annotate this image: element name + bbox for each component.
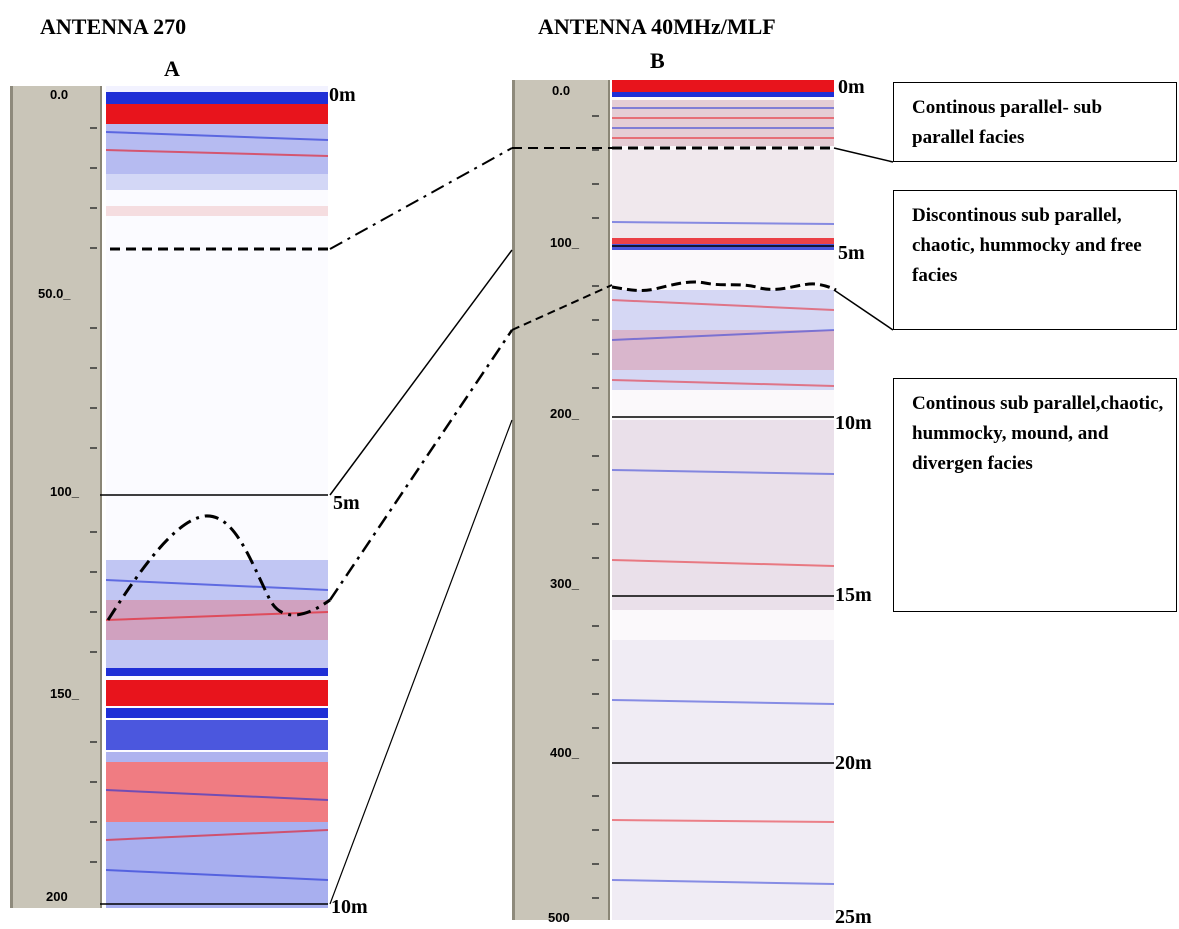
facies-box-2: Discontinous sub parallel, chaotic, humm… [893,190,1177,330]
panel-b-scale-label: 200_ [550,406,579,421]
panel-b-depth-label: 10m [835,412,872,434]
panel-b-scale-label: 0.0 [552,83,571,98]
panel-a-scale-label: 50.0_ [38,286,71,301]
panel-a-scale-label: 150_ [50,686,79,701]
panel-b-ticks [592,115,599,899]
panel-b-ruler-edge [512,80,515,920]
panel-b-radargram [612,80,834,920]
panel-a-radargram [106,86,328,908]
panel-b-title: ANTENNA 40MHz/MLF [538,14,776,39]
panel-b-depth-label: 20m [835,752,872,774]
facies-box-1: Continous parallel- sub parallel facies [893,82,1177,162]
panel-b-depth-label: 15m [835,584,872,606]
panel-a-depth-label: 5m [333,492,360,514]
facies-description: Discontinous sub parallel, chaotic, humm… [912,205,1142,286]
panel-a-title: ANTENNA 270 [40,14,187,39]
panel-b-scale-label: 100_ [550,235,579,250]
facies-description: Continous sub parallel,chaotic, hummocky… [912,393,1164,474]
panel-b-letter: B [650,48,665,73]
panel-b-scale-label: 400_ [550,745,579,760]
panel-a-scale-label: 100_ [50,484,79,499]
facies-description: Continous parallel- sub parallel facies [912,97,1103,148]
panel-b-depth-label: 25m [835,906,872,928]
panel-b-scale-label: 500 [548,910,570,925]
panel-a-scale-label: 0.0 [50,87,69,102]
panel-a-depth-label: 10m [331,896,368,918]
panel-b-depth-label: 5m [838,242,865,264]
panel-b-depth-label: 0m [838,76,865,98]
panel-a-depth-ruler [10,86,102,908]
facies-box-3: Continous sub parallel,chaotic, hummocky… [893,378,1177,612]
panel-a-letter: A [164,56,180,81]
panel-b-scale-label: 300_ [550,576,579,591]
horizon-lines [106,146,894,905]
panel-b-depth-lines [612,245,834,764]
panel-a-ruler-edge [10,86,13,908]
panel-a-ticks [90,127,97,863]
panel-b-depth-ruler [512,80,610,920]
panel-a-scale-label: 200 [46,889,68,904]
panel-a-depth-label: 0m [329,84,356,106]
panel-a-depth-lines [100,494,328,905]
